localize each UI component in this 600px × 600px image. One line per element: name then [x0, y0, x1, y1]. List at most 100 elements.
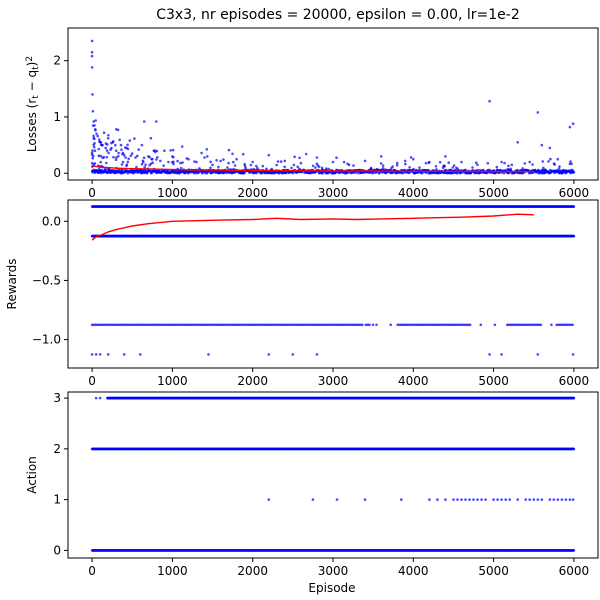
- level-point: [112, 323, 115, 327]
- loss-point: [163, 149, 166, 152]
- level-point: [507, 323, 511, 327]
- loss-point: [549, 157, 552, 161]
- loss-point: [222, 158, 225, 161]
- level-point: [359, 323, 362, 327]
- trend-line: [91, 165, 534, 173]
- loss-point: [233, 164, 237, 167]
- level-point: [218, 323, 221, 327]
- loss-point: [90, 54, 94, 58]
- x-tick-label: 5000: [478, 186, 509, 200]
- level-point: [149, 323, 152, 327]
- loss-point: [451, 166, 455, 169]
- loss-point: [317, 165, 321, 168]
- level-point: [422, 323, 426, 327]
- level-point: [520, 323, 523, 327]
- loss-point: [495, 165, 499, 169]
- level-point: [228, 323, 232, 327]
- loss-point: [456, 167, 459, 171]
- loss-point: [96, 134, 99, 138]
- loss-point: [137, 169, 140, 173]
- loss-point: [293, 155, 296, 159]
- level-point: [571, 323, 574, 327]
- loss-point: [91, 156, 94, 160]
- loss-point: [166, 170, 169, 173]
- level-point: [202, 323, 205, 327]
- level-point: [96, 323, 99, 327]
- loss-point: [384, 171, 388, 175]
- level-point: [509, 323, 513, 327]
- sparse-point: [139, 353, 142, 356]
- level-point: [133, 323, 136, 327]
- loss-point: [118, 138, 121, 142]
- y-tick-label: −0.5: [32, 273, 61, 287]
- loss-point: [533, 169, 536, 172]
- loss-point: [324, 167, 328, 170]
- loss-point: [142, 156, 146, 160]
- level-point: [221, 323, 225, 327]
- level-point: [313, 323, 317, 327]
- level-point: [371, 323, 375, 327]
- loss-point: [120, 163, 124, 166]
- loss-point: [283, 165, 287, 169]
- loss-point: [149, 162, 153, 166]
- loss-point: [114, 158, 118, 162]
- level-point: [523, 323, 527, 327]
- level-point: [438, 323, 442, 327]
- loss-point: [560, 171, 564, 175]
- level-point: [525, 323, 528, 327]
- loss-point: [390, 166, 393, 170]
- loss-point: [238, 171, 241, 175]
- loss-point: [211, 163, 214, 167]
- loss-point: [412, 167, 416, 171]
- loss-point: [92, 143, 95, 147]
- level-point: [460, 323, 463, 327]
- loss-point: [120, 148, 123, 151]
- loss-point: [510, 163, 514, 167]
- loss-point: [191, 170, 194, 173]
- level-point: [528, 323, 532, 327]
- level-point: [407, 323, 410, 327]
- loss-point: [206, 155, 209, 158]
- loss-point: [425, 171, 428, 175]
- sparse-point: [122, 353, 126, 356]
- loss-point: [176, 171, 179, 175]
- level-point: [493, 323, 497, 327]
- loss-point: [121, 160, 125, 164]
- x-tick-label: 1000: [157, 186, 188, 200]
- loss-point: [114, 143, 117, 147]
- level-point: [295, 323, 299, 327]
- level-point: [99, 323, 103, 327]
- loss-point: [93, 137, 96, 141]
- level-point: [550, 323, 553, 327]
- loss-point: [523, 162, 527, 165]
- loss-point: [90, 50, 94, 54]
- loss-point: [251, 160, 254, 164]
- loss-point: [117, 151, 120, 155]
- loss-point: [342, 160, 346, 164]
- loss-point: [409, 156, 413, 159]
- sparse-point: [315, 353, 319, 356]
- level-point: [430, 323, 433, 327]
- x-tick-label: 4000: [398, 374, 429, 388]
- level-point: [539, 323, 543, 327]
- sparse-point: [291, 353, 295, 356]
- loss-point: [331, 160, 335, 164]
- loss-point: [209, 160, 212, 164]
- loss-point: [134, 156, 137, 159]
- loss-point: [98, 170, 102, 173]
- level-point: [572, 234, 576, 238]
- loss-point: [564, 171, 568, 175]
- loss-point: [104, 142, 108, 145]
- loss-point: [254, 164, 258, 168]
- level-point: [301, 323, 304, 327]
- level-point: [244, 323, 248, 327]
- loss-point: [122, 153, 126, 157]
- loss-point: [126, 143, 129, 147]
- level-point: [348, 323, 352, 327]
- loss-point: [452, 164, 456, 167]
- loss-point: [265, 167, 268, 171]
- axes-frame: [67, 199, 599, 369]
- loss-point: [124, 170, 127, 174]
- level-point: [175, 323, 179, 327]
- loss-point: [464, 168, 467, 172]
